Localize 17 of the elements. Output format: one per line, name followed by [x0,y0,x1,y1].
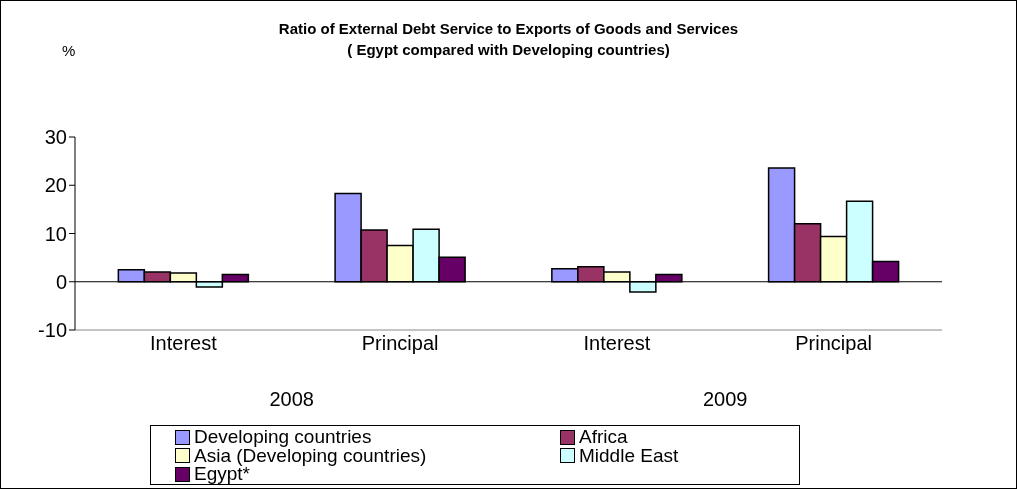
x-tick-label: Principal [361,332,439,354]
y-tick-label: 0 [55,270,67,293]
x-tick-label: Interest [583,332,651,354]
y-tick-label: 10 [44,222,67,245]
legend-label: Developing countries [194,426,372,447]
text: 2008 [269,388,314,410]
y-tick-label: 20 [44,174,67,197]
chart-title: Ratio of External Debt Service to Exports of Goods and Services [277,19,740,39]
y-tick-label: 30 [44,126,67,149]
x-tick-label: Interest [150,332,218,354]
chart-subtitle: ( Egypt compared with Developing countries) [347,41,670,58]
legend-label: Middle East [579,444,679,466]
legend-label: Africa [579,426,628,447]
text: 2009 [703,388,748,410]
y-axis-title: % [62,42,76,59]
x-tick-label: Principal [795,332,872,354]
y-tick-label: -10 [38,319,67,342]
